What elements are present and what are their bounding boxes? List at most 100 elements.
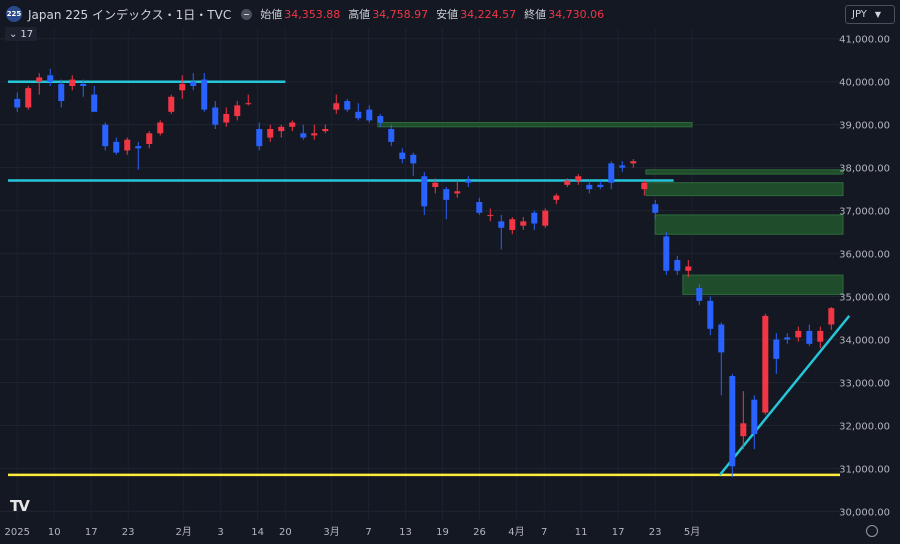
chevron-down-icon: ⌄ (9, 28, 18, 40)
x-tick-label: 23 (649, 527, 662, 538)
y-tick-label: 39,000.00 (839, 121, 890, 132)
supply-zone (682, 274, 844, 295)
settings-icon[interactable] (866, 525, 878, 537)
candle-body (47, 75, 54, 82)
candle-body (652, 204, 659, 213)
candle-body (432, 182, 439, 187)
x-tick-label: 2月 (175, 526, 191, 538)
x-tick-label: 19 (436, 527, 449, 538)
currency-button[interactable]: JPY ▼ (845, 5, 895, 24)
y-tick-label: 36,000.00 (839, 250, 890, 261)
x-tick-label: 23 (122, 527, 135, 538)
candle-body (674, 260, 681, 271)
candle-body (289, 122, 296, 127)
candle-body (421, 176, 428, 207)
close-label: 終値 (524, 8, 547, 21)
candle-body (454, 191, 461, 194)
candle-body (311, 133, 318, 136)
y-tick-label: 37,000.00 (839, 207, 890, 218)
candle-body (597, 184, 604, 187)
y-tick-label: 30,000.00 (839, 507, 890, 518)
candle-body (707, 300, 714, 329)
candle-body (806, 330, 813, 344)
candle-body (828, 308, 835, 325)
low-value: 34,224.57 (460, 7, 517, 21)
candle-body (773, 339, 780, 359)
candle-body (531, 212, 538, 224)
candle-body (124, 139, 131, 151)
chevron-down-icon: ▼ (874, 10, 882, 19)
supply-zone (645, 169, 844, 175)
candle-body (300, 133, 307, 138)
open-value: 34,353.88 (284, 7, 341, 21)
candle-body (564, 180, 571, 185)
candle-body (344, 101, 351, 110)
candle-body (663, 236, 670, 271)
candle-body (14, 98, 21, 108)
high-label: 高値 (348, 8, 371, 21)
x-tick-label: 7 (365, 527, 371, 538)
candle-body (608, 163, 615, 183)
candle-body (91, 94, 98, 112)
y-tick-label: 32,000.00 (839, 421, 890, 432)
high-value: 34,758.97 (372, 7, 429, 21)
candle-body (784, 337, 791, 340)
candle-body (322, 128, 329, 132)
x-tick-label: 20 (279, 527, 292, 538)
candle-body (542, 210, 549, 226)
supply-zone (377, 122, 693, 128)
x-tick-label: 14 (251, 527, 264, 538)
indicator-count: 17 (20, 28, 34, 40)
y-tick-label: 35,000.00 (839, 293, 890, 304)
x-tick-label: 11 (575, 527, 588, 538)
x-tick-label: 13 (399, 527, 412, 538)
close-value: 34,730.06 (548, 7, 605, 21)
candle-body (113, 141, 120, 153)
supply-zone (654, 214, 844, 235)
x-tick-label: 3 (217, 527, 223, 538)
candle-body (520, 221, 527, 226)
symbol-title[interactable]: Japan 225 インデックス・1日・TVC (28, 7, 232, 22)
candle-body (179, 83, 186, 91)
candle-body (355, 111, 362, 119)
candle-body (740, 423, 747, 437)
x-tick-label: 4月 (508, 526, 524, 538)
y-tick-label: 31,000.00 (839, 464, 890, 475)
symbol-header: 225 Japan 225 インデックス・1日・TVC 始値 34,353.88… (0, 0, 840, 28)
hide-icon[interactable] (241, 8, 253, 20)
currency-label: JPY (852, 9, 867, 20)
candle-body (201, 79, 208, 110)
x-tick-label: 17 (612, 527, 625, 538)
supply-zone (645, 182, 844, 197)
x-tick-label: 5月 (684, 526, 700, 538)
candle-body (586, 184, 593, 190)
y-tick-label: 40,000.00 (839, 78, 890, 89)
x-tick-label: 2025 (5, 527, 30, 538)
trendline (718, 315, 851, 476)
candle-body (685, 266, 692, 271)
candle-body (388, 128, 395, 142)
x-tick-label: 7 (541, 527, 547, 538)
candle-body (641, 182, 648, 190)
candle-body (256, 128, 263, 147)
candle-body (817, 330, 824, 342)
indicator-toggle[interactable]: ⌄ 17 (5, 27, 38, 41)
candle-body (751, 399, 758, 435)
candle-body (696, 287, 703, 301)
candle-body (575, 176, 582, 181)
x-tick-label: 10 (48, 527, 61, 538)
candle-body (795, 330, 802, 338)
candle-body (245, 103, 252, 105)
candle-body (58, 83, 65, 102)
tradingview-logo[interactable]: TV (10, 497, 30, 515)
candle-body (157, 122, 164, 134)
candle-body (498, 221, 505, 228)
logo-text: TV (10, 497, 30, 515)
candle-body (135, 146, 142, 149)
candle-body (399, 152, 406, 160)
candle-body (553, 195, 560, 200)
symbol-badge: 225 (6, 6, 22, 22)
y-tick-label: 41,000.00 (839, 35, 890, 46)
